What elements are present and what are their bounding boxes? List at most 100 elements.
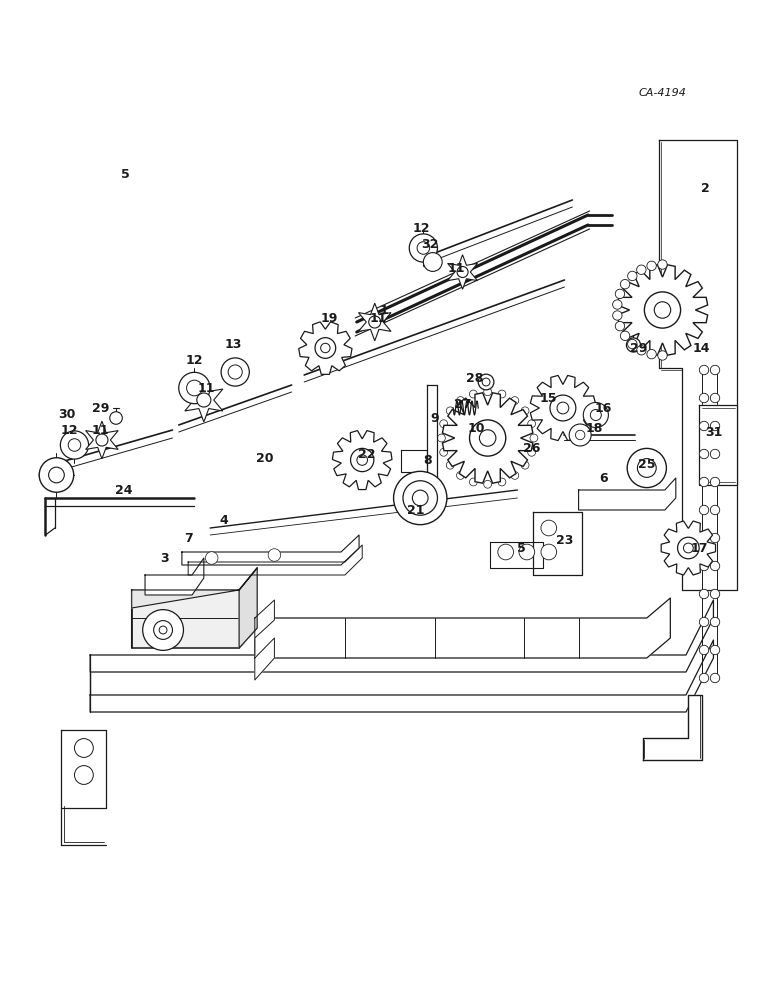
Circle shape [350,448,374,472]
Text: 7: 7 [183,532,193,544]
Circle shape [699,645,709,655]
Text: 28: 28 [466,371,483,384]
Circle shape [511,472,519,479]
Circle shape [521,407,529,415]
Circle shape [637,265,646,274]
Circle shape [677,537,699,559]
Polygon shape [185,378,223,422]
Circle shape [457,266,468,278]
Text: 11: 11 [448,261,465,274]
Circle shape [710,365,720,375]
Polygon shape [448,255,477,289]
Polygon shape [533,512,582,575]
Circle shape [658,260,667,269]
Circle shape [648,296,677,324]
Circle shape [228,365,242,379]
Circle shape [541,544,557,560]
Circle shape [484,480,492,488]
Text: 11: 11 [369,312,387,324]
Circle shape [456,472,464,479]
Circle shape [699,617,709,627]
Text: 24: 24 [115,484,132,496]
Circle shape [626,338,641,352]
Text: 14: 14 [693,342,710,355]
Circle shape [68,439,81,451]
Text: 12: 12 [60,424,78,436]
Text: 31: 31 [705,426,722,438]
Circle shape [612,300,622,309]
Circle shape [470,420,506,456]
Circle shape [423,253,442,271]
Circle shape [612,311,622,320]
Circle shape [627,448,666,488]
Text: 1: 1 [379,304,389,316]
Circle shape [437,434,445,442]
Text: 6: 6 [599,472,608,485]
Circle shape [498,390,506,398]
Polygon shape [239,568,257,648]
Circle shape [154,621,172,639]
Polygon shape [61,730,106,808]
Circle shape [357,455,368,465]
Circle shape [569,424,591,446]
Circle shape [521,461,529,469]
Polygon shape [145,558,204,595]
Circle shape [74,739,93,757]
Circle shape [647,349,656,359]
Circle shape [519,544,535,560]
Circle shape [699,505,709,515]
Circle shape [409,234,437,262]
Circle shape [479,430,495,446]
Circle shape [699,673,709,683]
Text: 16: 16 [595,401,612,414]
Polygon shape [579,478,676,510]
Circle shape [394,471,447,525]
Text: 8: 8 [423,454,432,466]
Circle shape [446,461,454,469]
Circle shape [49,467,64,483]
Circle shape [440,420,448,428]
Circle shape [590,410,601,420]
Polygon shape [661,521,716,575]
Text: 12: 12 [413,222,430,234]
Circle shape [187,380,202,396]
Circle shape [710,449,720,459]
Polygon shape [427,385,437,482]
Text: 32: 32 [421,238,438,251]
Circle shape [528,420,535,428]
Circle shape [615,321,625,331]
Polygon shape [358,303,391,341]
Circle shape [315,338,336,358]
Polygon shape [255,600,274,638]
Text: 12: 12 [186,354,203,366]
Text: 29: 29 [630,342,648,355]
Circle shape [699,449,709,459]
Circle shape [628,339,637,349]
Polygon shape [132,568,257,648]
Circle shape [557,402,568,414]
Text: 26: 26 [523,442,540,454]
Circle shape [440,448,448,456]
Polygon shape [699,405,737,485]
Circle shape [620,331,630,341]
Circle shape [699,421,709,431]
Circle shape [179,372,210,404]
Circle shape [498,544,514,560]
Text: 18: 18 [586,422,603,434]
Circle shape [637,459,656,477]
Circle shape [321,343,330,353]
Circle shape [417,242,430,254]
Text: 2: 2 [701,182,710,194]
Polygon shape [85,421,118,459]
Text: 10: 10 [468,422,485,434]
Circle shape [498,478,506,486]
Text: 20: 20 [256,452,274,464]
Polygon shape [90,640,713,712]
Circle shape [197,393,211,407]
Circle shape [478,374,494,390]
Polygon shape [643,695,702,760]
Polygon shape [530,375,596,441]
Polygon shape [299,322,352,374]
Circle shape [699,533,709,543]
Text: 5: 5 [517,542,526,554]
